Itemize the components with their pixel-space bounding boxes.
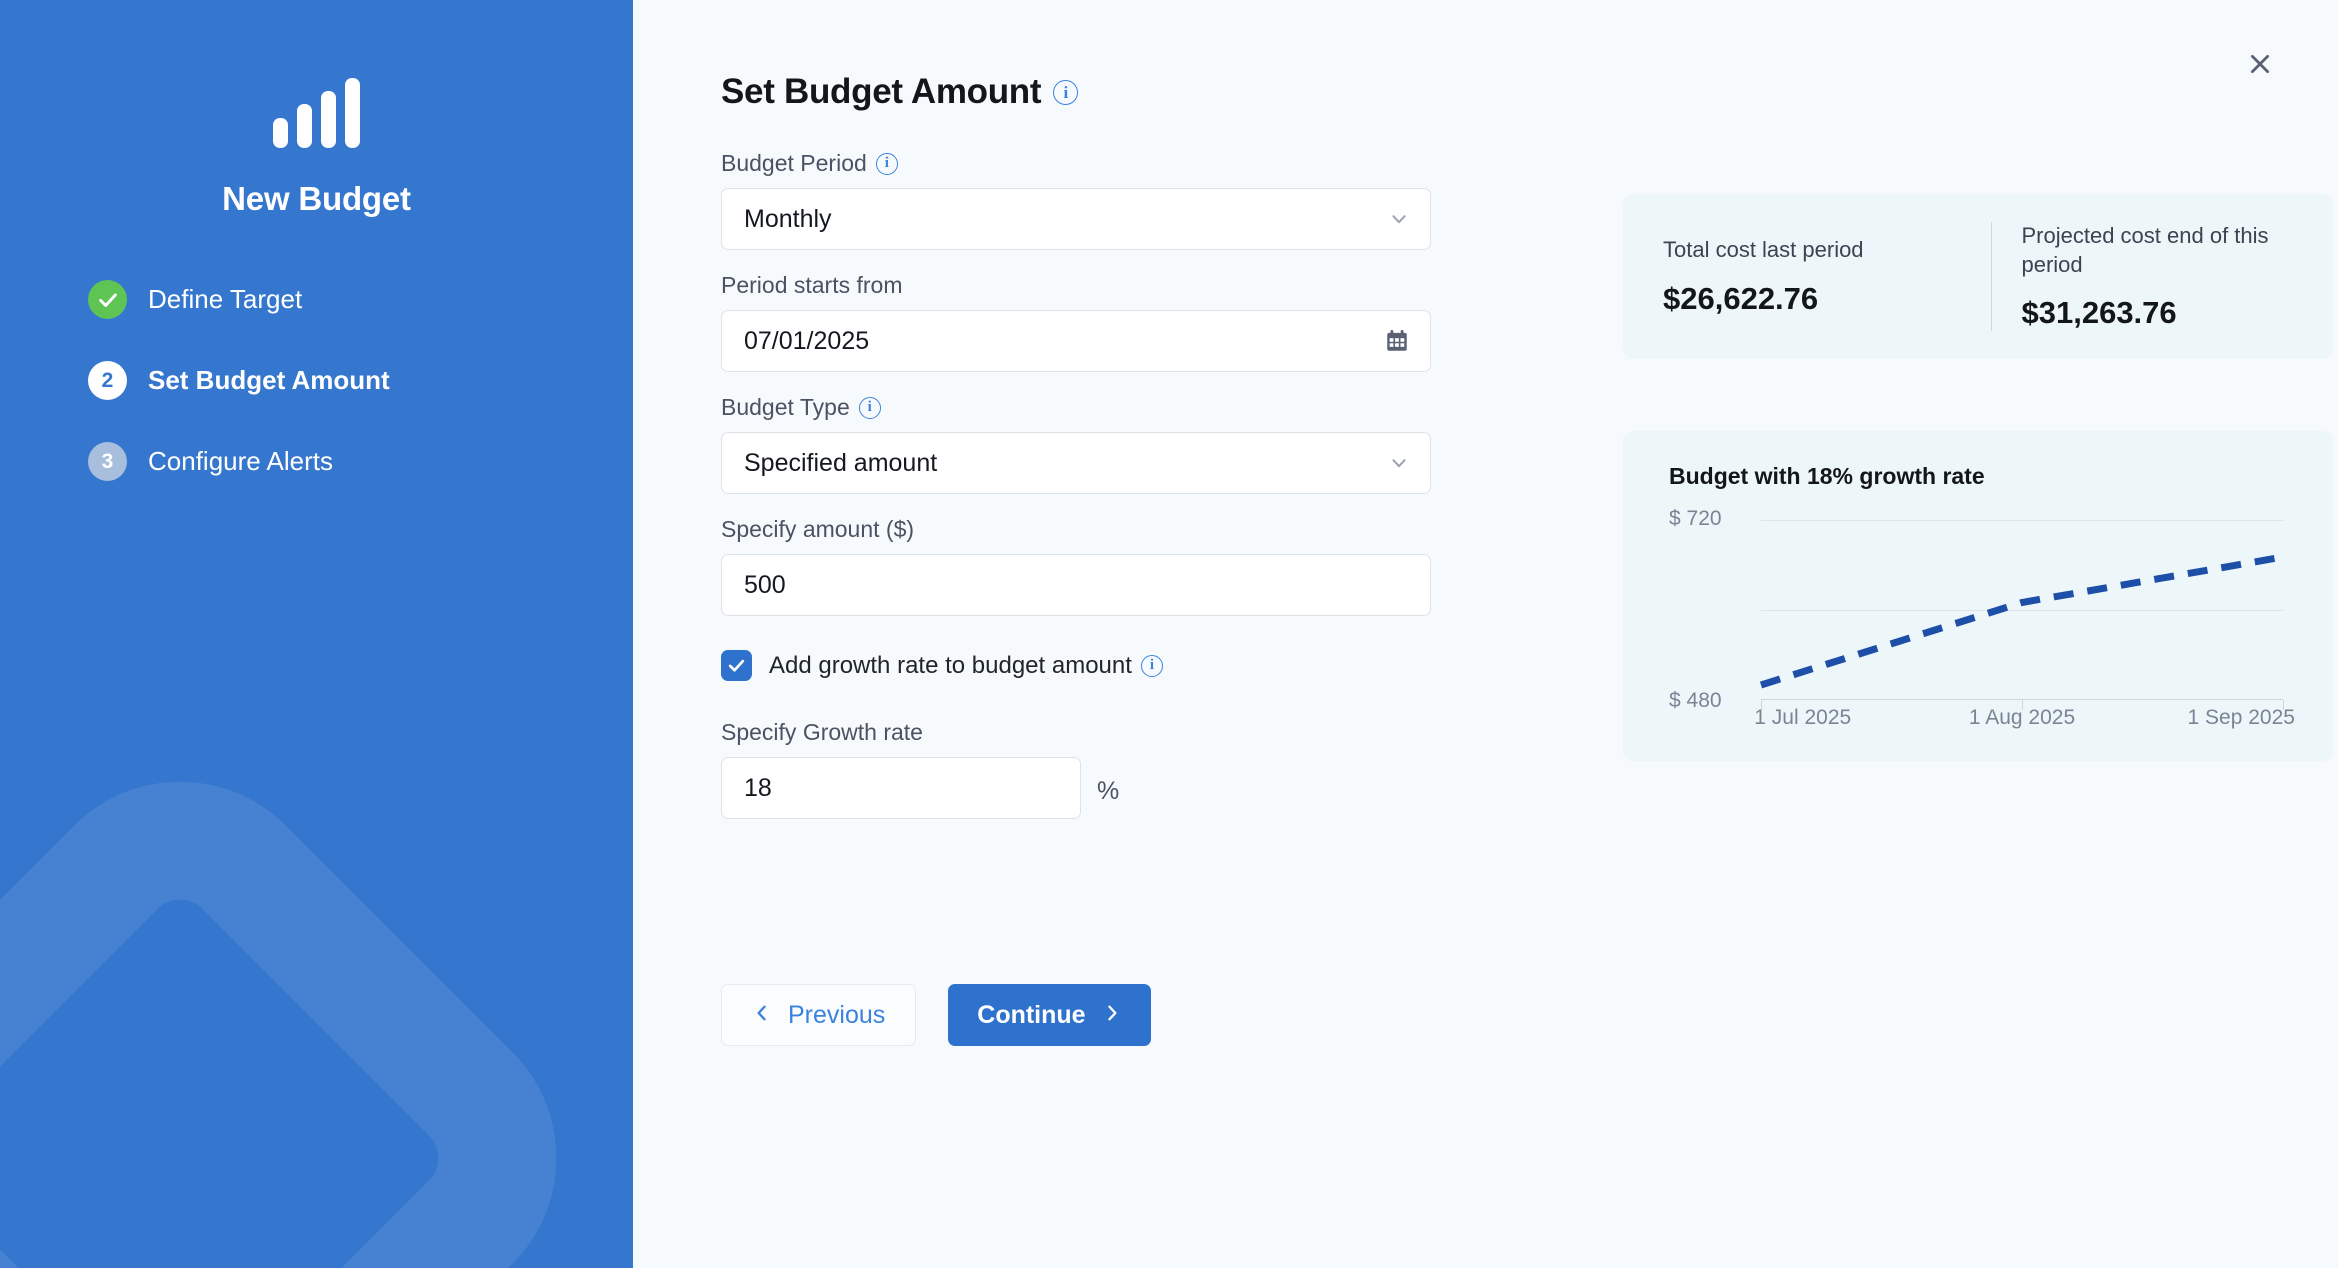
budget-type-value: Specified amount [744,448,938,477]
growth-rate-label: Specify Growth rate [721,719,1541,746]
chart-xtick-jul [1761,700,1762,710]
sidebar-step-label: Define Target [148,284,303,314]
chart-xlabel-2: 1 Sep 2025 [2187,706,2295,729]
period-starts-from-value: 07/01/2025 [744,326,870,355]
chart-xtick-sep [2283,700,2284,710]
metric-total-cost-last-period: Total cost last period $26,622.76 [1663,236,1991,316]
add-growth-rate-checkbox-row[interactable]: Add growth rate to budget amount i [721,650,1541,681]
info-icon[interactable]: i [875,152,898,175]
field-growth-rate: Specify Growth rate 18 % [721,719,1541,819]
period-starts-from-input[interactable]: 07/01/2025 [721,310,1431,372]
budget-period-label: Budget Period i [721,150,1541,177]
check-icon [88,280,127,319]
add-growth-rate-label: Add growth rate to budget amount i [769,652,1163,680]
metric-projected-cost-end-of-period: Projected cost end of this period $31,26… [1990,222,2334,331]
chart-area: $ 720 $ 480 [1669,507,2295,729]
budget-type-select[interactable]: Specified amount [721,432,1431,494]
wizard-steps: Define Target 2 Set Budget Amount 3 Conf… [0,280,633,481]
chevron-down-icon [1388,208,1410,230]
page-title: Set Budget Amount i [721,72,1541,112]
previous-button-label: Previous [788,1000,886,1029]
close-icon[interactable] [2238,42,2282,86]
sidebar-step-set-budget-amount[interactable]: 2 Set Budget Amount [88,361,633,400]
chart-x-axis [1761,699,2283,700]
chevron-left-icon [752,1001,772,1030]
budget-preview-panel: Total cost last period $26,622.76 Projec… [1623,72,2333,1046]
sidebar-step-define-target[interactable]: Define Target [88,280,633,319]
sidebar-title: New Budget [222,180,411,217]
add-growth-rate-checkbox[interactable] [721,650,752,681]
logo-bar-1 [273,118,288,148]
info-icon[interactable]: i [1053,79,1079,105]
growth-rate-row: 18 % [721,757,1541,819]
chart-xlabel-0: 1 Jul 2025 [1754,706,1852,729]
chevron-down-icon [1388,452,1410,474]
wizard-sidebar: New Budget Define Target 2 Set Budget Am… [0,0,633,1268]
sidebar-step-label: Set Budget Amount [148,365,390,395]
chart-gridline-600 [1761,610,2283,611]
sidebar-step-label: Configure Alerts [148,446,333,476]
field-budget-type: Budget Type i Specified amount [721,394,1541,494]
specify-amount-label: Specify amount ($) [721,516,1541,543]
chart-trend-line [1759,553,2284,689]
chart-plot [1759,520,2284,710]
chart-xtick-aug [2022,700,2023,710]
growth-rate-label-text: Specify Growth rate [721,719,923,745]
budget-period-label-text: Budget Period [721,150,867,176]
wizard-actions: Previous Continue [721,984,1541,1046]
period-starts-from-label: Period starts from [721,272,1541,299]
chart-xlabel-1: 1 Aug 2025 [1968,706,2076,729]
cost-summary-card: Total cost last period $26,622.76 Projec… [1623,194,2333,359]
growth-rate-input[interactable]: 18 [721,757,1081,819]
specify-amount-label-text: Specify amount ($) [721,516,915,542]
budget-form: Set Budget Amount i Budget Period i Mont… [721,72,1541,1046]
step-number-badge: 2 [88,361,127,400]
info-icon[interactable]: i [858,396,881,419]
step-number-badge: 3 [88,442,127,481]
budget-type-label: Budget Type i [721,394,1541,421]
growth-rate-suffix: % [1097,776,1120,805]
specify-amount-value: 500 [744,570,786,599]
chart-ytick-label-min: $ 480 [1669,689,1722,712]
chevron-right-icon [1102,1001,1122,1030]
specify-amount-input[interactable]: 500 [721,554,1431,616]
continue-button-label: Continue [977,1000,1086,1029]
field-period-starts-from: Period starts from 07/01/2025 [721,272,1541,372]
logo-bar-4 [345,78,360,148]
budget-period-select[interactable]: Monthly [721,188,1431,250]
chart-title: Budget with 18% growth rate [1669,463,1985,489]
decorative-shape [0,719,619,1268]
bar-chart-logo-icon [0,78,633,148]
growth-rate-value: 18 [744,773,772,802]
continue-button[interactable]: Continue [948,984,1151,1046]
period-starts-from-label-text: Period starts from [721,272,903,298]
add-growth-rate-label-text: Add growth rate to budget amount [769,651,1132,679]
metric-value: $31,263.76 [2021,294,2177,330]
previous-button[interactable]: Previous [721,984,917,1046]
metric-label: Projected cost end of this period [2021,223,2269,277]
logo-bar-3 [321,91,336,148]
field-budget-period: Budget Period i Monthly [721,150,1541,250]
logo-bar-2 [297,104,312,148]
budget-type-label-text: Budget Type [721,394,850,420]
chart-gridline-720 [1761,520,2283,521]
info-icon[interactable]: i [1140,654,1163,677]
budget-period-value: Monthly [744,204,832,233]
budget-growth-chart-card: Budget with 18% growth rate $ 720 $ 480 [1623,431,2333,761]
chart-x-labels: 1 Jul 2025 1 Aug 2025 1 Sep 2025 [1754,706,2295,736]
wizard-main: Set Budget Amount i Budget Period i Mont… [633,0,2338,1268]
sidebar-step-configure-alerts[interactable]: 3 Configure Alerts [88,442,633,481]
field-specify-amount: Specify amount ($) 500 [721,516,1541,616]
chart-ytick-label-max: $ 720 [1669,507,1722,530]
metric-label: Total cost last period [1663,237,1864,263]
metric-value: $26,622.76 [1663,280,1819,316]
page-title-text: Set Budget Amount [721,72,1042,111]
calendar-icon[interactable] [1384,328,1410,354]
